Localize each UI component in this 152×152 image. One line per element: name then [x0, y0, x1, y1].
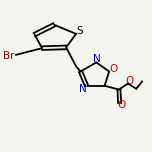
Text: Br: Br: [3, 51, 15, 61]
Text: O: O: [125, 76, 134, 86]
Text: O: O: [118, 100, 126, 110]
Text: N: N: [93, 54, 101, 64]
Text: S: S: [76, 26, 83, 36]
Text: N: N: [79, 84, 87, 94]
Text: O: O: [110, 64, 118, 74]
